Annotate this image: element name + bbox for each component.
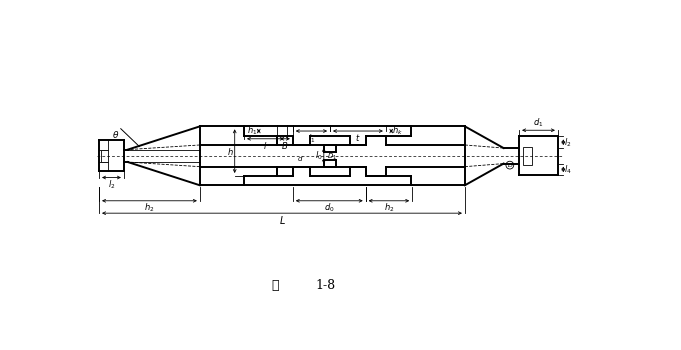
Text: $h_1$: $h_1$ [247,125,257,137]
Text: $h_2$: $h_2$ [383,202,394,215]
Text: 图: 图 [271,279,279,292]
Text: $l_4$: $l_4$ [565,163,572,176]
Text: $h$: $h$ [227,146,234,157]
Bar [523,147,533,165]
Text: $D$: $D$ [507,161,513,169]
Text: $l_2$: $l_2$ [108,179,115,191]
Text: $d_0$: $d_0$ [324,202,334,215]
Text: $B$: $B$ [281,140,289,151]
Text: 1-8: 1-8 [315,279,336,292]
Text: $d$: $d$ [297,154,303,163]
Text: $l$: $l$ [263,140,268,151]
Text: $h_2$: $h_2$ [144,202,155,215]
Text: $t$: $t$ [355,132,361,143]
Text: $h_k$: $h_k$ [392,125,403,137]
Bar [101,149,108,162]
Text: $\theta$: $\theta$ [112,128,120,140]
Text: $d_1$: $d_1$ [533,117,543,129]
Text: $D_1$: $D_1$ [327,152,336,162]
Text: $l_1$: $l_1$ [308,132,315,145]
Text: $L$: $L$ [279,214,285,226]
Text: $l_2$: $l_2$ [565,136,572,148]
Text: $l_0$: $l_0$ [315,149,323,162]
